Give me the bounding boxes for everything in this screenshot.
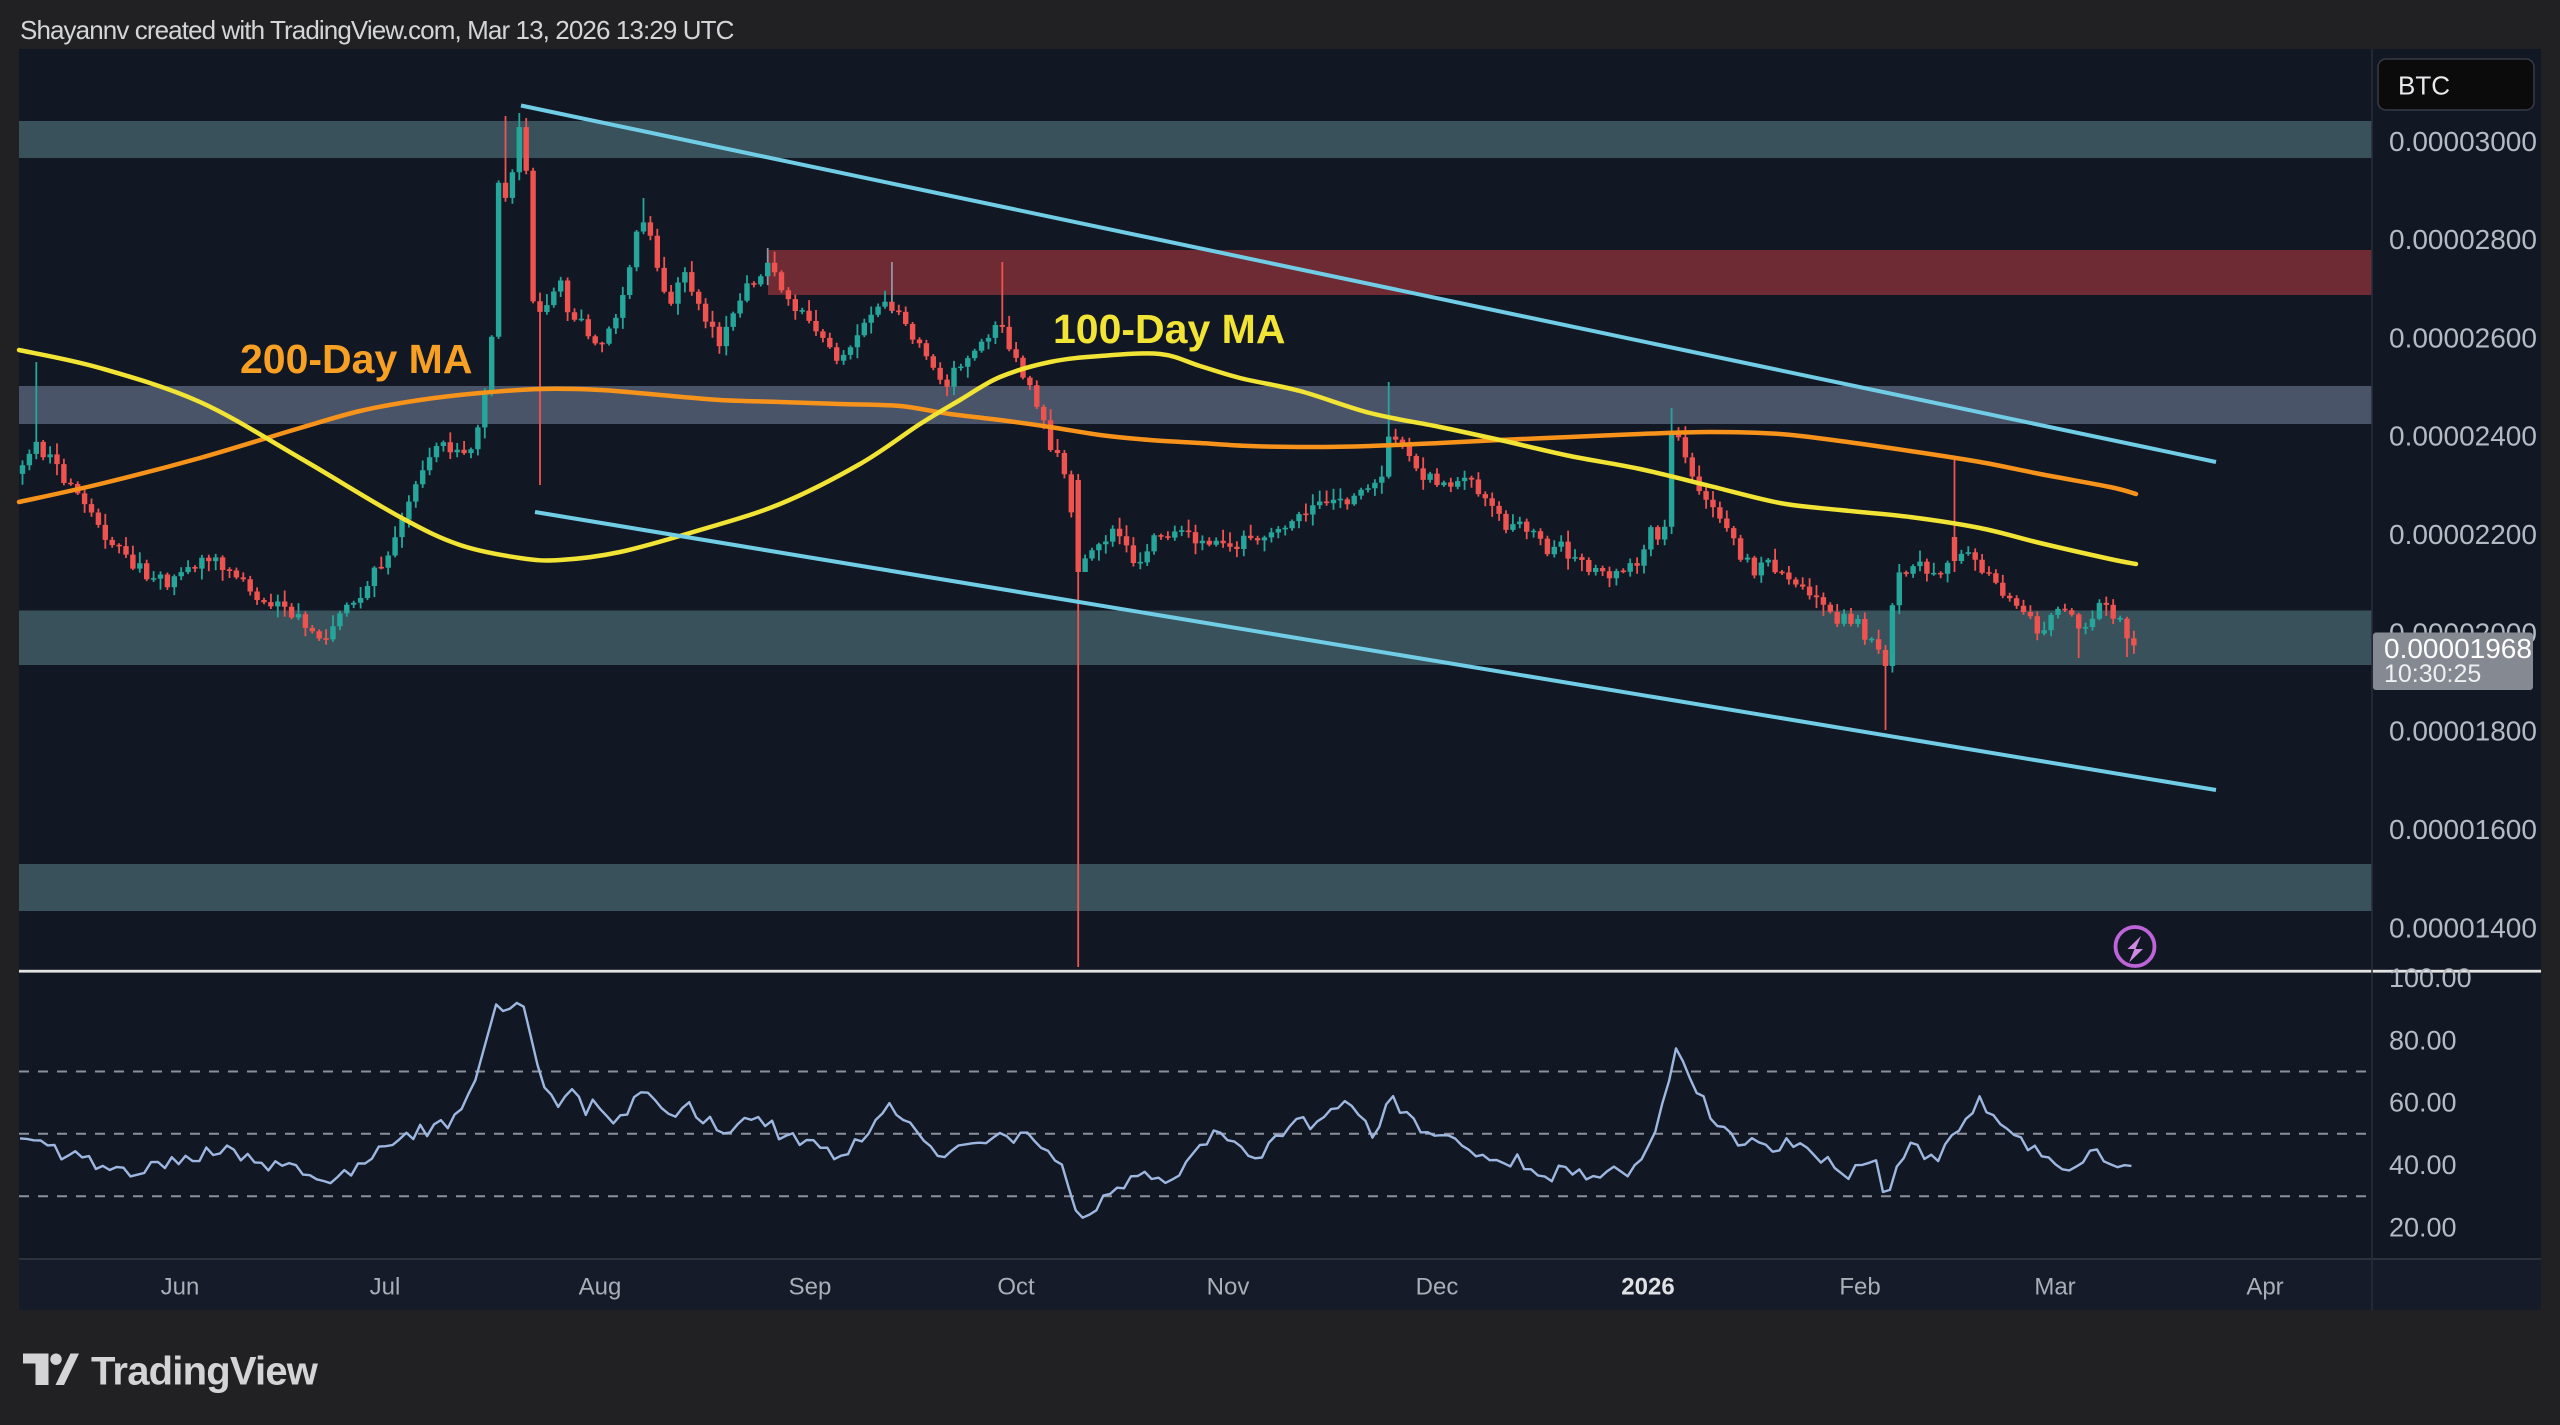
svg-text:Aug: Aug bbox=[579, 1274, 622, 1301]
svg-text:Sep: Sep bbox=[789, 1274, 832, 1301]
svg-text:80.00: 80.00 bbox=[2389, 1025, 2457, 1055]
svg-text:100-Day MA: 100-Day MA bbox=[1053, 306, 1285, 352]
svg-text:200-Day MA: 200-Day MA bbox=[240, 336, 472, 382]
svg-text:20.00: 20.00 bbox=[2389, 1212, 2457, 1242]
svg-text:100.00: 100.00 bbox=[2389, 963, 2472, 993]
svg-text:2026: 2026 bbox=[1621, 1274, 1674, 1301]
svg-text:Shayannv created with TradingV: Shayannv created with TradingView.com, M… bbox=[20, 15, 734, 45]
svg-text:0.00002600: 0.00002600 bbox=[2389, 322, 2537, 353]
svg-text:0.00001800: 0.00001800 bbox=[2389, 716, 2537, 747]
svg-text:Dec: Dec bbox=[1416, 1274, 1459, 1301]
svg-text:0.00003000: 0.00003000 bbox=[2389, 126, 2537, 157]
svg-text:Oct: Oct bbox=[997, 1274, 1035, 1301]
svg-text:Mar: Mar bbox=[2034, 1274, 2075, 1301]
svg-text:0.00002800: 0.00002800 bbox=[2389, 224, 2537, 255]
svg-text:TradingView: TradingView bbox=[91, 1350, 319, 1394]
svg-text:40.00: 40.00 bbox=[2389, 1150, 2457, 1180]
svg-text:Jun: Jun bbox=[161, 1274, 200, 1301]
svg-text:0.00001968: 0.00001968 bbox=[2384, 633, 2532, 664]
svg-text:60.00: 60.00 bbox=[2389, 1088, 2457, 1118]
svg-text:10:30:25: 10:30:25 bbox=[2384, 660, 2481, 688]
svg-text:0.00001400: 0.00001400 bbox=[2389, 912, 2537, 943]
svg-text:0.00001600: 0.00001600 bbox=[2389, 814, 2537, 845]
svg-text:Nov: Nov bbox=[1207, 1274, 1250, 1301]
svg-text:Feb: Feb bbox=[1839, 1274, 1880, 1301]
svg-text:Jul: Jul bbox=[370, 1274, 401, 1301]
svg-text:BTC: BTC bbox=[2398, 71, 2450, 101]
svg-text:0.00002400: 0.00002400 bbox=[2389, 421, 2537, 452]
svg-text:0.00002200: 0.00002200 bbox=[2389, 519, 2537, 550]
svg-text:Apr: Apr bbox=[2246, 1274, 2283, 1301]
